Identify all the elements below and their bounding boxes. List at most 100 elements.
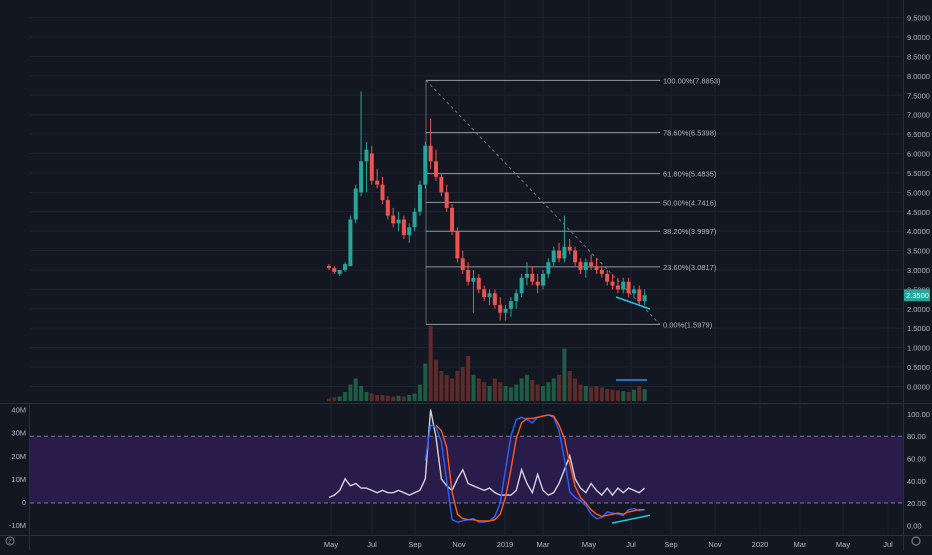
time-tick-label: Nov (452, 540, 466, 549)
price-tick-label: 3.0000 (907, 266, 930, 275)
stoch-d-line (435, 414, 645, 522)
price-panel[interactable]: 100.00%(7.8853) 78.60%(6.5398) 61.80%(5.48… (327, 76, 721, 401)
volume-bar (578, 384, 583, 401)
price-tick-label: 7.0000 (907, 111, 930, 120)
fib-level-label: 0.00%(1.5979) (663, 320, 713, 329)
price-tick-label: 1.0000 (907, 344, 930, 353)
candle-body (369, 153, 374, 181)
candle-body (519, 277, 524, 294)
candle-body (417, 184, 422, 212)
candle-body (605, 273, 610, 282)
candle-body (423, 145, 428, 185)
volume-bar (530, 380, 535, 401)
candle-body (621, 281, 626, 290)
volume-bar (514, 384, 519, 401)
candle-body (401, 219, 406, 236)
time-tick-label: Sep (408, 540, 421, 549)
volume-bar (428, 326, 433, 401)
candle-body (482, 289, 487, 298)
volume-bar (401, 396, 406, 401)
volume-bar (626, 392, 631, 401)
osc-right-tick-label: 20.00 (907, 499, 926, 508)
volume-bar (567, 371, 572, 401)
volume-bar (621, 391, 626, 401)
candle-body (380, 184, 385, 201)
candle-body (476, 277, 481, 290)
volume-bar (359, 386, 364, 401)
volume-bar (337, 396, 342, 401)
volume-bar (407, 395, 412, 401)
candle-body (348, 219, 353, 267)
price-tick-label: 0.0000 (907, 382, 930, 391)
osc-right-tick-label: 40.00 (907, 477, 926, 486)
fib-level-label: 38.20%(3.9997) (663, 227, 717, 236)
volume-bar (369, 393, 374, 401)
volume-bar (471, 374, 476, 401)
candle-body (573, 250, 578, 263)
candle-body (337, 270, 342, 274)
candle-body (637, 289, 642, 302)
candle-body (444, 192, 449, 208)
candle-body (508, 301, 513, 309)
candle-body (514, 293, 519, 302)
volume-bar (391, 396, 396, 401)
last-price-tag (904, 289, 930, 302)
candle-body (562, 246, 567, 259)
price-tick-label: 4.0000 (907, 227, 930, 236)
candle-body (385, 200, 390, 216)
osc-right-tick-label: 80.00 (907, 432, 926, 441)
candle-body (524, 273, 529, 278)
volume-bar (439, 371, 444, 401)
price-tick-label: 7.5000 (907, 91, 930, 100)
volume-bar (375, 395, 380, 401)
volume-bar (412, 393, 417, 401)
candle-body (610, 281, 615, 286)
volume-bar (631, 389, 636, 401)
osc-left-tick-label: 40M (11, 406, 26, 415)
osc-trend-line (611, 514, 651, 524)
candle-body (353, 188, 358, 220)
price-tick-label: 8.0000 (907, 72, 930, 81)
candle-body (487, 293, 492, 298)
osc-left-tick-label: 20M (11, 452, 26, 461)
candle-body (359, 161, 364, 193)
volume-bar (332, 397, 337, 401)
time-tick-label: Mar (537, 540, 550, 549)
time-tick-label: 2020 (752, 540, 769, 549)
stoch-band (30, 436, 903, 504)
candle-body (343, 264, 348, 270)
volume-bar (455, 371, 460, 401)
volume-bar (524, 374, 529, 401)
volume-bar (562, 348, 567, 401)
oscillator-panel[interactable] (30, 409, 903, 524)
price-tick-label: 6.0000 (907, 150, 930, 159)
candle-body (471, 277, 476, 282)
volume-bar (476, 378, 481, 401)
volume-bar (498, 382, 503, 401)
candle-body (407, 227, 412, 236)
candle-body (327, 266, 331, 269)
candle-body (455, 231, 460, 259)
price-tick-label: 9.5000 (907, 14, 930, 23)
osc-right-tick-label: 60.00 (907, 454, 926, 463)
volume-bar (444, 374, 449, 401)
candle-body (626, 281, 631, 294)
candle-body (332, 268, 337, 272)
gear-icon (911, 536, 921, 546)
volume-bar (385, 395, 390, 401)
osc-left-tick-label: 30M (11, 429, 26, 438)
fib-level-label: 23.60%(3.0817) (663, 263, 717, 272)
volume-bar (508, 387, 513, 401)
fib-level-label: 78.60%(6.5398) (663, 129, 717, 138)
candle-body (498, 304, 503, 313)
candle-body (412, 211, 417, 228)
volume-bar (605, 389, 610, 401)
time-tick-label: Jul (883, 540, 893, 549)
volume-bar (642, 389, 647, 401)
volume-bar (594, 386, 599, 401)
time-tick-label: May (324, 540, 338, 549)
candle-body (642, 295, 647, 302)
trend-line (615, 296, 651, 310)
